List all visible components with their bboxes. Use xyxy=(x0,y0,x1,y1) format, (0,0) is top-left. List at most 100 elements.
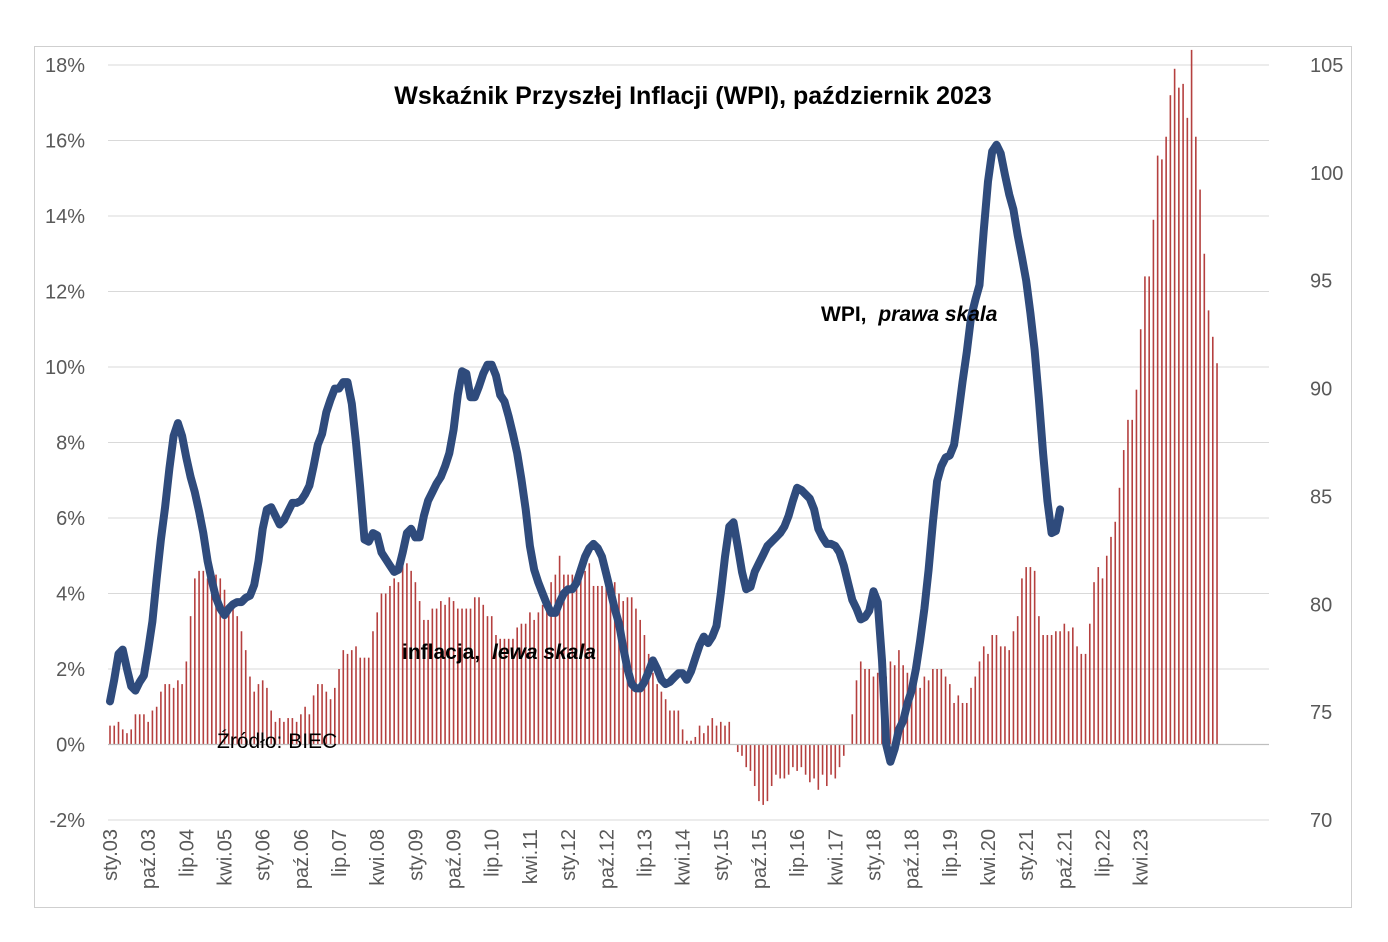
inflation-bar xyxy=(143,714,145,745)
inflation-bar xyxy=(1038,616,1040,745)
inflation-bar xyxy=(274,721,277,745)
inflation-bar xyxy=(546,597,548,745)
inflation-bar xyxy=(949,684,951,745)
x-tick-label: paź.09 xyxy=(444,829,466,889)
inflation-bar xyxy=(168,684,171,745)
inflation-bar xyxy=(423,619,425,745)
inflation-bar xyxy=(707,725,709,745)
inflation-bar xyxy=(792,744,794,768)
left-tick-label: 6% xyxy=(56,508,85,530)
inflation-bar xyxy=(1173,68,1176,745)
inflation-bar xyxy=(444,604,446,745)
inflation-bar xyxy=(643,635,646,745)
x-tick-label: lip.04 xyxy=(176,829,198,877)
inflation-bar xyxy=(160,691,162,745)
inflation-bar xyxy=(1216,363,1218,745)
chart-title: Wskaźnik Przyszłej Inflacji (WPI), paźdz… xyxy=(394,82,991,110)
inflation-bar xyxy=(333,687,336,745)
inflation-bar xyxy=(1016,616,1019,745)
inflation-bar xyxy=(923,676,926,745)
inflation-bar xyxy=(664,699,667,745)
inflation-bar xyxy=(1093,582,1095,745)
inflation-bar xyxy=(507,638,510,745)
inflation-bar xyxy=(719,721,722,745)
inflation-bar xyxy=(1156,155,1159,745)
inflation-bar xyxy=(1097,567,1100,745)
inflation-bar xyxy=(1080,653,1083,745)
inflation-bar xyxy=(673,710,675,745)
inflation-bar xyxy=(1182,83,1184,745)
inflation-bar xyxy=(804,744,807,775)
inflation-bar xyxy=(596,585,599,745)
inflation-bar xyxy=(681,729,684,745)
right-tick-label: 100 xyxy=(1310,163,1343,185)
inflation-bar xyxy=(741,744,743,756)
inflation-bar xyxy=(770,744,773,787)
inflation-bar xyxy=(236,616,239,745)
inflation-bar xyxy=(982,646,985,745)
inflation-bar xyxy=(401,563,404,745)
x-tick-label: sty.15 xyxy=(711,829,733,881)
inflation-bar xyxy=(953,702,955,745)
inflation-bar xyxy=(889,661,892,745)
inflation-bar xyxy=(830,744,832,775)
inflation-bar xyxy=(915,680,917,745)
inflation-bar xyxy=(859,661,862,745)
inflation-bar xyxy=(1101,578,1104,745)
inflation-bar xyxy=(1110,536,1112,745)
inflation-bar xyxy=(1072,627,1074,745)
inflation-bar xyxy=(1067,631,1070,745)
inflation-bar xyxy=(465,608,468,745)
inflation-bar xyxy=(295,721,298,745)
inflation-bar xyxy=(406,563,408,745)
inflation-bar xyxy=(1021,578,1023,745)
inflation-bar xyxy=(338,669,340,745)
wpi-line-layer xyxy=(106,140,1065,766)
inflation-bar xyxy=(1050,635,1053,745)
inflation-bar xyxy=(134,714,137,745)
x-tick-label: lip.13 xyxy=(634,829,656,877)
chart-frame: -2% 0% 2% 4% 6% 8% 10% 12% 14% 16% 18% 70 75 80 85 90 9… xyxy=(34,46,1352,908)
inflation-bar xyxy=(1195,136,1197,745)
inflation-bar xyxy=(227,608,230,745)
inflation-bar xyxy=(965,702,968,745)
chart-svg: -2% 0% 2% 4% 6% 8% 10% 12% 14% 16% 18% 70 75 80 85 90 9… xyxy=(45,49,1343,889)
x-tick-label: sty.06 xyxy=(253,829,275,881)
inflation-bar xyxy=(1063,623,1066,745)
inflation-bar xyxy=(1139,329,1142,745)
inflation-bar xyxy=(321,684,323,745)
inflation-bar xyxy=(452,601,455,745)
inflation-bar xyxy=(253,691,256,745)
x-tick-label: kwi.20 xyxy=(978,829,1000,886)
right-tick-label: 105 xyxy=(1310,55,1343,77)
inflation-bar xyxy=(1004,646,1006,745)
x-tick-label: paź.21 xyxy=(1054,829,1076,889)
inflation-bar xyxy=(1029,567,1032,745)
inflation-bar xyxy=(703,733,705,745)
right-tick-label: 80 xyxy=(1310,594,1332,616)
inflation-bar xyxy=(499,638,502,745)
inflation-bar xyxy=(787,744,790,775)
inflation-bar xyxy=(855,680,858,745)
inflation-bar xyxy=(826,744,828,787)
inflation-bar xyxy=(257,684,260,745)
inflation-bar xyxy=(940,669,943,745)
inflation-bar xyxy=(240,631,243,745)
inflation-bar xyxy=(864,669,866,745)
inflation-bar xyxy=(995,635,998,745)
inflation-bar xyxy=(473,597,476,745)
inflation-bar xyxy=(944,676,947,745)
inflation-bar xyxy=(753,744,756,787)
inflation-bar xyxy=(974,676,977,745)
inflation-bar xyxy=(249,676,251,745)
wpi-annotation-scale: prawa skala xyxy=(877,303,997,326)
inflation-annotation: inflacja, lewa skala xyxy=(402,641,596,664)
inflation-bar xyxy=(215,574,217,745)
inflation-bar xyxy=(1203,253,1206,745)
inflation-bar xyxy=(745,744,748,768)
inflation-bar xyxy=(999,646,1002,745)
x-tick-label: sty.03 xyxy=(100,829,122,881)
inflation-bar xyxy=(571,574,574,745)
inflation-bar xyxy=(469,608,472,745)
inflation-bar xyxy=(372,631,374,745)
